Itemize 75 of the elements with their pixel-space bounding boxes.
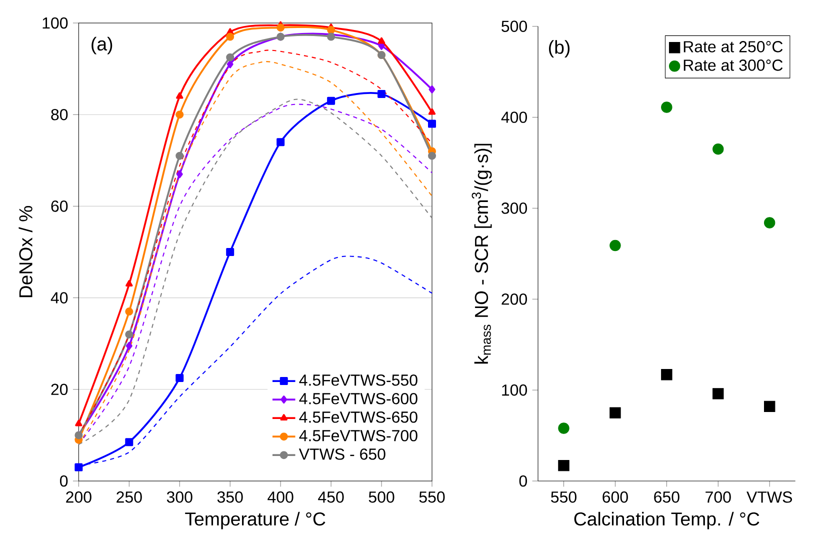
point <box>125 308 134 316</box>
point <box>428 108 436 115</box>
legend-label: 4.5FeVTWS-550 <box>299 374 418 386</box>
point <box>276 138 285 146</box>
y-tick-label: 80 <box>51 108 68 120</box>
y-tick-label: 60 <box>51 200 68 212</box>
point <box>276 24 285 32</box>
y-axis-title: DeNOx / % <box>18 206 32 298</box>
x-tick-label: 300 <box>166 491 192 503</box>
point <box>661 102 672 113</box>
x-tick-label: 550 <box>551 491 576 503</box>
point <box>712 143 724 155</box>
point <box>126 342 132 350</box>
legend-label: 4.5FeVTWS-700 <box>299 430 418 442</box>
point <box>176 92 184 99</box>
point <box>661 369 672 380</box>
point <box>226 60 234 68</box>
point <box>126 280 133 287</box>
point <box>428 152 436 160</box>
point <box>176 374 184 382</box>
point <box>558 422 570 434</box>
annotation: (b) <box>549 40 570 58</box>
x-axis-title: Calcination Temp. / °C <box>574 512 760 530</box>
point <box>428 120 436 128</box>
point <box>610 240 621 252</box>
point <box>378 37 386 44</box>
y-tick-label: 20 <box>51 384 68 396</box>
point <box>125 330 134 338</box>
legend-label: Rate at 250°C <box>684 41 783 52</box>
point <box>176 110 184 119</box>
y-tick-label: 100 <box>502 384 527 396</box>
legend-label: 4.5FeVTWS-600 <box>299 392 418 404</box>
y-tick-label: 200 <box>502 293 527 305</box>
x-tick-label: 250 <box>116 491 142 503</box>
point <box>764 400 776 412</box>
x-axis-title: Temperature / °C <box>185 512 326 530</box>
x-tick-label: 400 <box>268 491 294 503</box>
point <box>74 463 83 472</box>
x-tick-label: 500 <box>368 491 394 503</box>
point <box>176 152 184 160</box>
point <box>226 53 234 62</box>
point <box>610 407 621 418</box>
legend-label: 4.5FeVTWS-650 <box>299 411 418 423</box>
x-tick-label: 550 <box>419 491 445 503</box>
x-tick-label: 350 <box>217 491 243 503</box>
legend-label: VTWS - 650 <box>298 448 386 460</box>
point <box>428 85 436 94</box>
point <box>327 96 336 105</box>
point <box>327 32 336 41</box>
y-tick-label: 500 <box>502 20 527 32</box>
y-axis-title: k$_{mass}$ NO - SCR [cm$^{3}$/(g·s)] <box>472 144 492 364</box>
x-tick-label: 200 <box>66 491 92 503</box>
y-tick-label: 0 <box>519 475 527 487</box>
x-tick-label: 600 <box>602 491 628 503</box>
point <box>176 170 183 178</box>
y-tick-label: 40 <box>50 292 68 304</box>
x-tick-label: 650 <box>654 491 680 503</box>
y-tick-label: 400 <box>501 112 527 123</box>
point <box>378 90 386 98</box>
point <box>712 388 724 400</box>
annotation: (a) <box>92 36 112 54</box>
y-tick-label: 300 <box>502 202 527 214</box>
point <box>226 32 234 41</box>
point <box>558 460 570 472</box>
point <box>75 420 82 426</box>
y-tick-label: 0 <box>60 475 68 487</box>
x-tick-label: VTWS <box>746 491 792 503</box>
point <box>764 217 776 228</box>
point <box>125 438 134 446</box>
x-tick-label: 450 <box>318 491 344 503</box>
y-tick-label: 100 <box>42 17 68 29</box>
point <box>327 26 336 34</box>
x-tick-label: 700 <box>706 491 731 503</box>
legend-label: Rate at 300°C <box>684 60 783 71</box>
point <box>226 248 234 256</box>
